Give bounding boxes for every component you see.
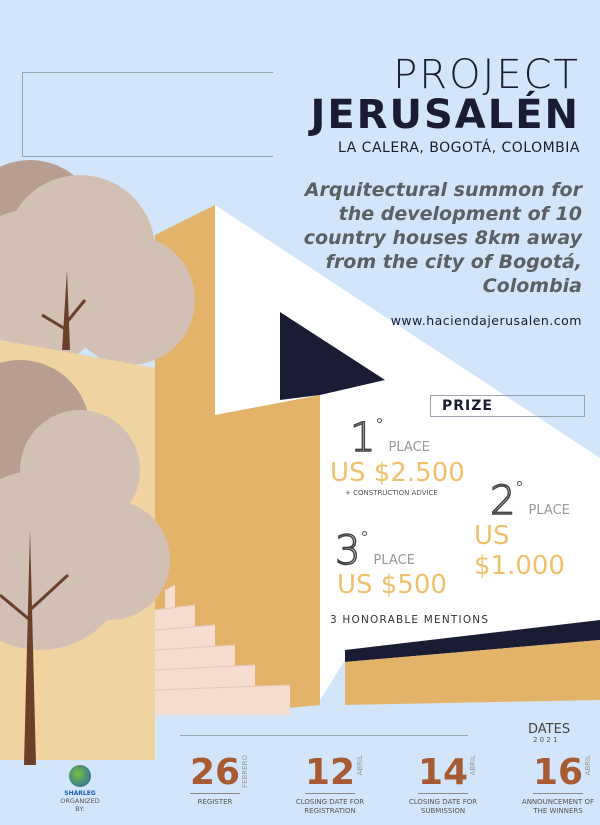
date-label: CLOSING DATE FOR REGISTRATION (295, 798, 365, 815)
date-month: ABRIL (356, 755, 364, 776)
date-month: FEBRERO (241, 755, 249, 788)
sharleg-logo-icon (69, 765, 91, 787)
first-note: + CONSTRUCTION ADVICE (345, 489, 438, 497)
date-closing-registration: 12 ABRIL CLOSING DATE FOR REGISTRATION (290, 755, 370, 816)
website-link[interactable]: www.haciendajerusalen.com (390, 313, 582, 328)
dates-year: 2 0 2 1 (533, 736, 558, 744)
degree: ° (515, 478, 524, 497)
date-month: ABRIL (469, 755, 477, 776)
date-day: 16 (532, 752, 584, 794)
first-amount: US $2.500 (330, 458, 465, 488)
rank: 2 (489, 477, 516, 525)
date-label: ANNOUNCEMENT OF THE WINNERS (521, 798, 595, 815)
dates-divider (180, 735, 468, 736)
place-label: PLACE (528, 503, 570, 518)
date-closing-submission: 14 ABRIL CLOSING DATE FOR SUBMISSION (403, 755, 483, 816)
title-frame (22, 72, 273, 157)
first-place: 1° PLACE (349, 414, 430, 462)
organized-by: ORGANIZED BY: (60, 797, 100, 813)
third-amount: US $500 (337, 570, 447, 600)
degree: ° (375, 415, 384, 434)
tree-top (0, 160, 195, 370)
lower-right-block (345, 640, 600, 705)
date-day: 12 (304, 752, 356, 794)
prize-box (430, 395, 585, 417)
rank: 3 (334, 527, 361, 575)
date-label: REGISTER (197, 798, 233, 806)
organizer: SHARLEG ORGANIZED BY: (55, 765, 105, 813)
logo-text: SHARLEG (64, 790, 96, 797)
date-month: ABRIL (584, 755, 592, 776)
dark-window (280, 312, 385, 400)
second-amount: US $1.000 (474, 521, 565, 581)
date-register: 26 FEBRERO REGISTER (175, 755, 255, 807)
third-place: 3° PLACE (334, 527, 415, 575)
date-label: CLOSING DATE FOR SUBMISSION (408, 798, 478, 815)
place-label: PLACE (388, 440, 430, 455)
degree: ° (360, 528, 369, 547)
title-line2: JERUSALÉN (310, 92, 580, 138)
lower-tan-block (215, 395, 320, 715)
location: LA CALERA, BOGOTÁ, COLOMBIA (338, 140, 580, 156)
rank: 1 (349, 414, 376, 462)
date-announcement: 16 ABRIL ANNOUNCEMENT OF THE WINNERS (518, 755, 598, 816)
date-day: 26 (189, 752, 241, 794)
date-day: 14 (417, 752, 469, 794)
description: Arquitectural summon for the development… (303, 179, 582, 297)
title-line1: PROJECT (393, 52, 580, 98)
dark-strip (345, 620, 600, 662)
prize-heading: PRIZE (442, 398, 493, 414)
dates-heading: DATES (528, 722, 571, 737)
honorable-mentions: 3 HONORABLE MENTIONS (330, 614, 490, 626)
tree-bottom (0, 360, 170, 765)
place-label: PLACE (373, 553, 415, 568)
second-place: 2° PLACE (489, 477, 570, 525)
